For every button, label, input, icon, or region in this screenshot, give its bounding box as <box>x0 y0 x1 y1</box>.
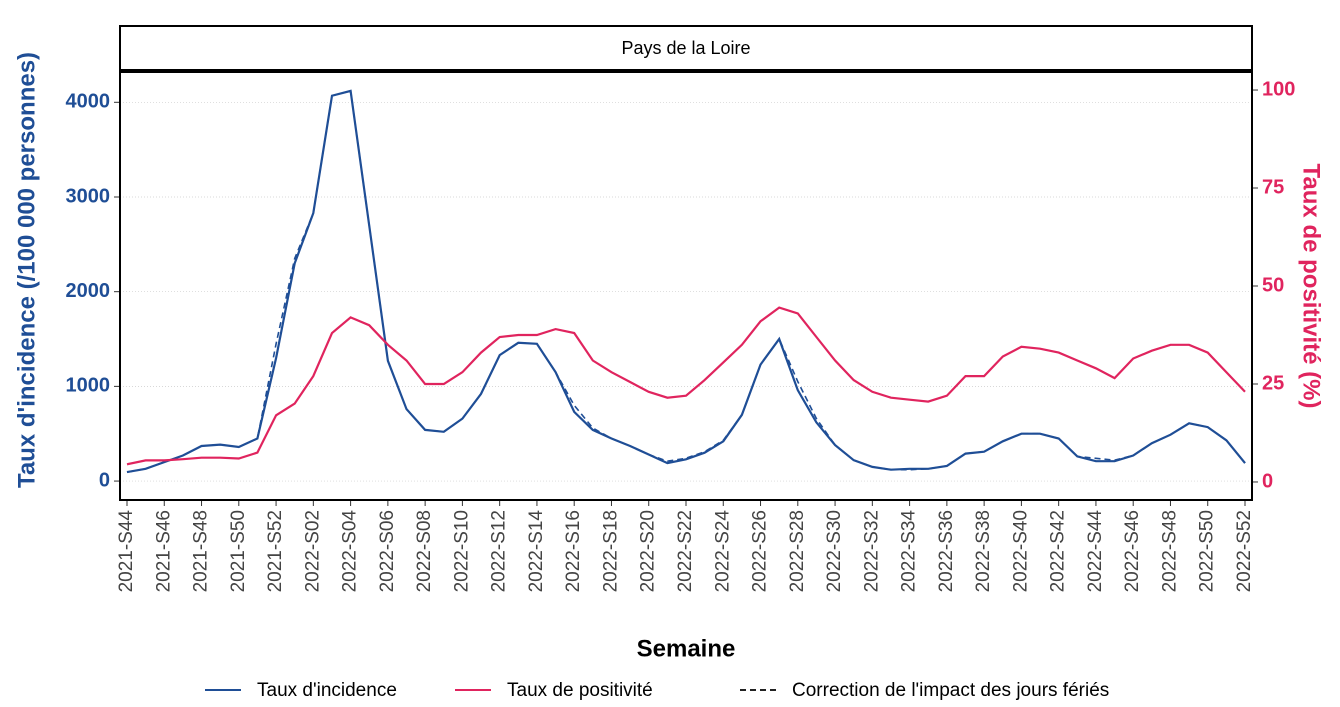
x-tick-label: 2022-S18 <box>600 510 621 592</box>
x-tick-label: 2021-S50 <box>228 510 249 592</box>
y2-tick-label: 50 <box>1262 274 1284 296</box>
series-line <box>126 89 1246 473</box>
plot-frame <box>119 71 1253 501</box>
y2-tick-label: 0 <box>1262 470 1273 492</box>
x-tick-label: 2021-S48 <box>191 510 212 592</box>
x-tick-label: 2022-S02 <box>302 510 323 592</box>
y-tick-label: 2000 <box>66 280 111 302</box>
x-tick-label: 2022-S40 <box>1010 510 1031 592</box>
y2-tick-label: 75 <box>1262 176 1284 198</box>
x-tick-label: 2022-S44 <box>1085 510 1106 593</box>
x-tick-label: 2022-S08 <box>414 510 435 592</box>
panel-title: Pays de la Loire <box>621 38 750 58</box>
x-tick-label: 2022-S50 <box>1197 510 1218 592</box>
x-axis-title: Semaine <box>637 635 736 662</box>
x-tick-label: 2022-S22 <box>675 510 696 592</box>
x-tick-label: 2022-S52 <box>1234 510 1255 592</box>
x-tick-label: 2022-S12 <box>489 510 510 592</box>
legend-label: Taux de positivité <box>507 680 653 701</box>
series-line <box>126 89 1246 474</box>
y2-tick-label: 25 <box>1262 372 1284 394</box>
x-tick-label: 2022-S32 <box>861 510 882 592</box>
x-tick-label: 2021-S46 <box>153 510 174 592</box>
legend-label: Taux d'incidence <box>257 680 397 701</box>
y2-axis-title: Taux de positivité (%) <box>1298 164 1325 409</box>
y2-tick-label: 100 <box>1262 78 1295 100</box>
x-tick-label: 2022-S24 <box>712 510 733 593</box>
x-tick-label: 2022-S34 <box>899 510 920 593</box>
x-tick-label: 2022-S16 <box>563 510 584 592</box>
x-tick-label: 2022-S46 <box>1122 510 1143 592</box>
x-tick-label: 2022-S36 <box>936 510 957 592</box>
legend-label: Correction de l'impact des jours fériés <box>792 680 1109 701</box>
x-tick-label: 2021-S44 <box>116 510 137 593</box>
x-tick-label: 2022-S42 <box>1048 510 1069 592</box>
x-tick-label: 2022-S14 <box>526 510 547 593</box>
x-tick-label: 2022-S06 <box>377 510 398 592</box>
x-tick-label: 2022-S48 <box>1159 510 1180 592</box>
y-tick-label: 1000 <box>66 375 111 397</box>
x-tick-label: 2022-S10 <box>451 510 472 592</box>
x-tick-label: 2022-S20 <box>638 510 659 592</box>
x-tick-label: 2022-S38 <box>973 510 994 592</box>
y-tick-label: 0 <box>99 469 110 491</box>
panel-strip <box>119 25 1253 71</box>
x-tick-label: 2022-S26 <box>750 510 771 592</box>
y-tick-label: 4000 <box>66 91 111 113</box>
x-tick-label: 2022-S30 <box>824 510 845 592</box>
x-tick-label: 2022-S04 <box>340 510 361 593</box>
x-tick-label: 2022-S28 <box>787 510 808 592</box>
y-tick-label: 3000 <box>66 185 111 207</box>
series-line <box>126 306 1246 466</box>
x-tick-label: 2021-S52 <box>265 510 286 592</box>
y-axis-title: Taux d'incidence (/100 000 personnes) <box>13 52 40 488</box>
